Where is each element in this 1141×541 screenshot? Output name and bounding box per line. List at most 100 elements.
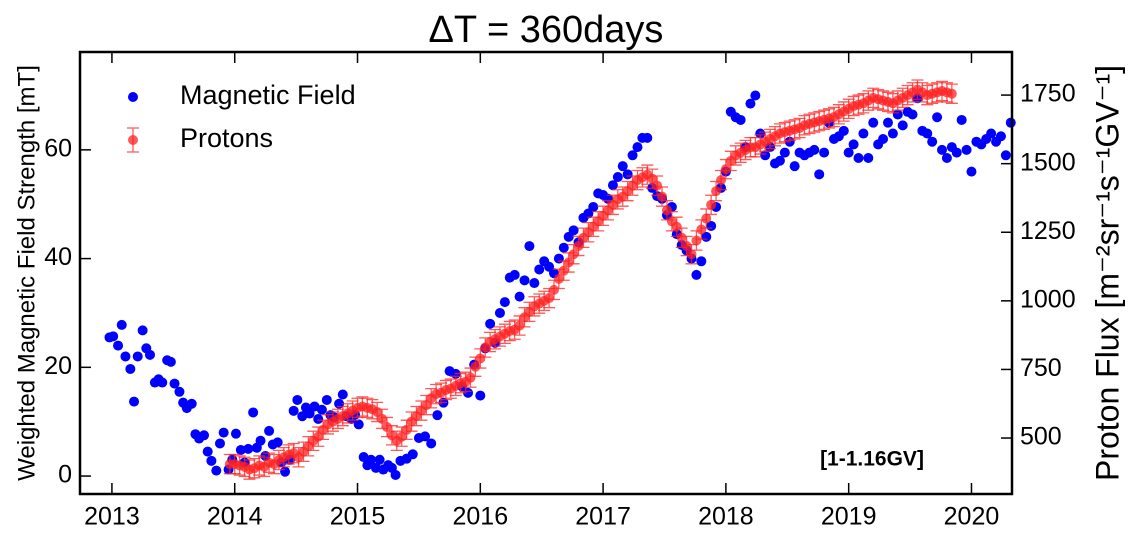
point <box>280 466 291 477</box>
point <box>519 275 530 286</box>
point <box>735 114 746 125</box>
legend-label: Magnetic Field <box>180 80 356 110</box>
point <box>661 205 672 216</box>
x-tick-label: 2019 <box>821 503 877 531</box>
point <box>588 201 599 212</box>
point <box>622 169 633 180</box>
point <box>1000 150 1011 161</box>
y-tick-label: 20 <box>44 352 72 380</box>
point <box>681 240 692 251</box>
point <box>863 153 874 164</box>
y-tick-label: 60 <box>44 134 72 162</box>
point <box>426 438 437 449</box>
point <box>313 413 324 424</box>
point <box>937 144 948 155</box>
point <box>230 428 241 439</box>
point <box>573 240 584 251</box>
x-tick-label: 2017 <box>575 503 631 531</box>
point <box>390 469 401 480</box>
point <box>524 241 535 252</box>
point <box>838 125 849 136</box>
point <box>760 150 771 161</box>
point <box>214 438 225 449</box>
point <box>563 257 574 268</box>
point <box>432 410 443 421</box>
x-tick-label: 2013 <box>84 503 140 531</box>
point <box>652 180 663 191</box>
point <box>529 278 540 289</box>
point <box>470 361 481 372</box>
point <box>420 431 431 442</box>
point <box>202 446 213 457</box>
point <box>691 269 702 280</box>
point <box>465 372 476 383</box>
y2-tick-label: 500 <box>1020 423 1062 451</box>
y2-tick-label: 1250 <box>1020 217 1076 245</box>
point <box>534 264 545 275</box>
point <box>401 424 412 435</box>
point <box>165 356 176 367</box>
point <box>882 117 893 128</box>
point <box>211 465 222 476</box>
point <box>720 164 731 175</box>
legend-label: Protons <box>180 123 273 153</box>
legend-marker <box>128 135 138 145</box>
point <box>548 284 559 295</box>
point <box>779 147 790 158</box>
y2-tick-label: 1750 <box>1020 80 1076 108</box>
point <box>657 191 668 202</box>
point <box>366 454 377 465</box>
point <box>711 186 722 197</box>
y2-tick-label: 1500 <box>1020 148 1076 176</box>
point <box>499 297 510 308</box>
point <box>858 128 869 139</box>
point <box>848 139 859 150</box>
point <box>706 199 717 210</box>
point <box>108 331 119 342</box>
point <box>922 128 933 139</box>
point <box>892 109 903 120</box>
point <box>701 213 712 224</box>
y2-tick-label: 1000 <box>1020 285 1076 313</box>
y2-axis-label: Proton Flux [m⁻²sr⁻¹s⁻¹GV⁻¹] <box>1089 65 1125 481</box>
point <box>696 256 707 267</box>
point <box>553 273 564 284</box>
point <box>789 161 800 172</box>
point <box>407 449 418 460</box>
point <box>558 242 569 253</box>
y-tick-label: 40 <box>44 243 72 271</box>
point <box>235 444 246 455</box>
point <box>941 153 952 164</box>
point <box>932 112 943 123</box>
point <box>819 147 830 158</box>
point <box>627 150 638 161</box>
point <box>750 90 761 101</box>
point <box>878 133 889 144</box>
x-tick-label: 2018 <box>698 503 754 531</box>
point <box>553 253 564 264</box>
point <box>125 363 136 374</box>
point <box>745 98 756 109</box>
point <box>607 180 618 191</box>
x-tick-label: 2015 <box>330 503 386 531</box>
point <box>568 225 579 236</box>
point <box>843 147 854 158</box>
point <box>946 88 957 99</box>
point <box>995 131 1006 142</box>
point <box>755 128 766 139</box>
x-tick-label: 2014 <box>207 503 263 531</box>
point <box>907 109 918 120</box>
point <box>199 430 210 441</box>
x-tick-label: 2016 <box>452 503 508 531</box>
point <box>642 132 653 143</box>
point <box>676 232 687 243</box>
point <box>248 407 259 418</box>
point <box>485 318 496 329</box>
point <box>353 419 364 430</box>
point <box>612 172 623 183</box>
point <box>157 377 168 388</box>
plot-frame <box>78 50 1014 496</box>
point <box>186 398 197 409</box>
point <box>956 114 967 125</box>
point <box>321 394 332 405</box>
